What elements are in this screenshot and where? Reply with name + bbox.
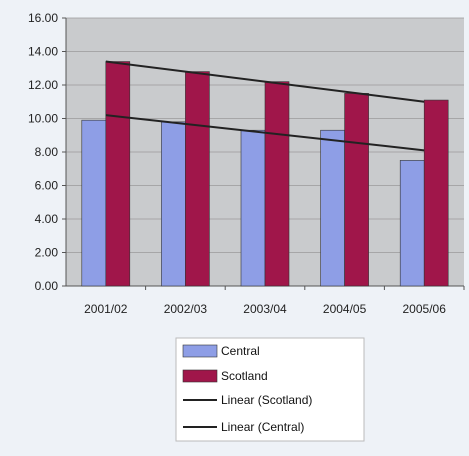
y-tick-label: 2.00 (35, 246, 59, 260)
bar-central (240, 129, 266, 287)
y-tick-label: 16.00 (28, 11, 58, 25)
x-tick-label: 2001/02 (84, 302, 128, 316)
bar-scotland (264, 81, 290, 287)
bar-central (161, 121, 186, 287)
y-tick-label: 10.00 (28, 112, 58, 126)
bar-central (81, 119, 107, 287)
y-tick-label: 8.00 (35, 145, 59, 159)
y-axis: 0.00 2.00 4.00 6.00 8.00 10.00 12.00 14.00 16.00 (28, 11, 67, 293)
x-tick-label: 2002/03 (164, 302, 208, 316)
y-tick-label: 0.00 (35, 279, 59, 293)
bar-central (320, 129, 345, 287)
legend-label-linear-scotland: Linear (Scotland) (221, 393, 312, 407)
trendline-scotland (105, 60, 425, 103)
bar-central (399, 160, 425, 287)
trendlines (105, 60, 425, 152)
y-tick-label: 6.00 (35, 179, 59, 193)
x-tick-label: 2005/06 (403, 302, 447, 316)
bar-scotland (423, 99, 449, 287)
y-tick-label: 4.00 (35, 212, 59, 226)
legend: Central Scotland Linear (Scotland) Linea… (175, 337, 365, 442)
legend-label-linear-central: Linear (Central) (221, 420, 304, 434)
legend-swatch-central (182, 344, 218, 358)
y-tick-label: 14.00 (28, 45, 58, 59)
y-tick-label: 12.00 (28, 78, 58, 92)
bar-scotland (344, 93, 369, 287)
trendline-central (105, 114, 425, 152)
x-tick-label: 2003/04 (243, 302, 287, 316)
x-tick-label: 2004/05 (323, 302, 367, 316)
legend-label-scotland: Scotland (221, 369, 268, 383)
x-axis: 2001/02 2002/03 2003/04 2004/05 2005/06 (66, 285, 465, 316)
legend-label-central: Central (221, 344, 260, 358)
bar-scotland (185, 71, 210, 287)
bar-scotland (105, 61, 131, 287)
legend-swatch-scotland (182, 369, 218, 383)
bars (81, 61, 449, 287)
